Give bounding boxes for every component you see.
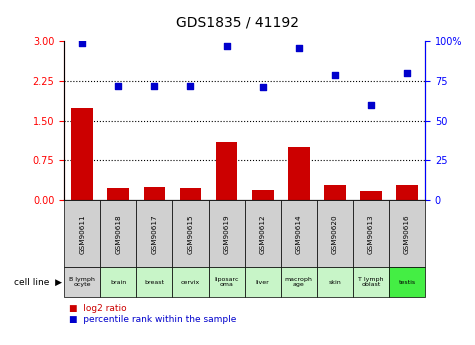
Text: T lymph
oblast: T lymph oblast [358, 277, 384, 287]
Point [114, 83, 122, 89]
Point [223, 43, 230, 49]
Point [187, 83, 194, 89]
Text: GSM90616: GSM90616 [404, 214, 410, 254]
Text: GSM90619: GSM90619 [224, 214, 229, 254]
Bar [288, 147, 310, 200]
Point [295, 45, 303, 50]
Bar [143, 187, 165, 200]
Text: ■  percentile rank within the sample: ■ percentile rank within the sample [69, 315, 236, 324]
Bar [324, 185, 346, 200]
Text: brain: brain [110, 279, 126, 285]
Text: cell line  ▶: cell line ▶ [14, 277, 62, 287]
Text: GSM90614: GSM90614 [296, 214, 302, 254]
Text: GSM90620: GSM90620 [332, 214, 338, 254]
Text: B lymph
ocyte: B lymph ocyte [69, 277, 95, 287]
Text: skin: skin [329, 279, 341, 285]
Text: cervix: cervix [181, 279, 200, 285]
Point [403, 70, 411, 76]
Bar [180, 188, 201, 200]
Bar [360, 190, 382, 200]
Point [367, 102, 375, 108]
Bar [71, 108, 93, 200]
Text: GSM90611: GSM90611 [79, 214, 85, 254]
Text: GSM90612: GSM90612 [260, 214, 266, 254]
Point [331, 72, 339, 78]
Text: testis: testis [399, 279, 416, 285]
Text: liposarc
oma: liposarc oma [214, 277, 239, 287]
Text: GSM90617: GSM90617 [152, 214, 157, 254]
Text: GDS1835 / 41192: GDS1835 / 41192 [176, 16, 299, 29]
Text: ■  log2 ratio: ■ log2 ratio [69, 304, 126, 313]
Text: breast: breast [144, 279, 164, 285]
Point [151, 83, 158, 89]
Text: macroph
age: macroph age [285, 277, 313, 287]
Text: GSM90618: GSM90618 [115, 214, 121, 254]
Point [259, 85, 266, 90]
Point [78, 40, 86, 46]
Bar [107, 188, 129, 200]
Text: GSM90613: GSM90613 [368, 214, 374, 254]
Bar [396, 185, 418, 200]
Bar [216, 142, 238, 200]
Bar [252, 189, 274, 200]
Text: GSM90615: GSM90615 [188, 214, 193, 254]
Text: liver: liver [256, 279, 269, 285]
